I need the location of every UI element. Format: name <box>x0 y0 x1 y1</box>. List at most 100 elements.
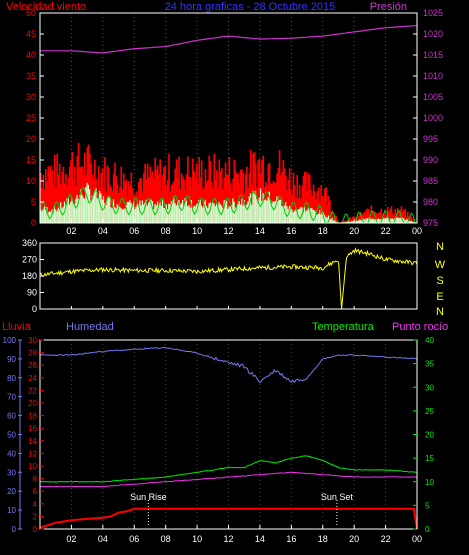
wind-gust-bar <box>168 154 170 223</box>
wind-gust-bar <box>104 157 106 223</box>
wind-gust-bar <box>249 149 252 223</box>
wind-gust-bar <box>401 211 404 223</box>
wind-gust-bar <box>354 217 356 223</box>
wind-calm-bar <box>53 205 56 223</box>
wind-calm-bar <box>347 221 350 223</box>
humidity-x-tick-label: 08 <box>161 534 171 544</box>
wind-calm-bar <box>192 208 194 223</box>
wind-calm-bar <box>306 209 309 223</box>
wind-gust-bar <box>413 219 415 223</box>
wind-calm-bar <box>228 206 231 223</box>
wind-gust-bar <box>115 176 118 223</box>
wind-calm-bar <box>405 219 408 223</box>
wind-gust-bar <box>121 189 124 223</box>
wind-calm-bar <box>209 202 212 223</box>
wind-calm-bar <box>317 213 320 223</box>
wind-gust-bar <box>110 187 113 223</box>
wind-gust-bar <box>154 157 157 223</box>
wind-calm-bar <box>404 220 407 223</box>
temperature-line <box>39 455 418 483</box>
wind-gust-bar <box>349 217 351 223</box>
wind-gust-bar <box>285 175 287 223</box>
wind-calm-bar <box>361 219 364 223</box>
wind-calm-bar <box>257 202 260 223</box>
wind-calm-bar <box>148 202 150 223</box>
temperature-tick-label: 25 <box>425 407 434 416</box>
wind-gust-bar <box>146 163 149 223</box>
wind-tick-label: 35 <box>26 71 36 81</box>
wind-gust-bar <box>218 159 221 223</box>
wind-calm-bar <box>318 209 321 223</box>
wind-calm-bar <box>114 207 116 223</box>
humidity-x-tick-label: 12 <box>223 534 233 544</box>
wind-calm-bar <box>89 189 91 223</box>
wind-calm-bar <box>316 214 319 223</box>
wind-gust-bar <box>398 211 400 223</box>
rain-tick-label: 14 <box>28 437 37 446</box>
direction-tick-label: 180 <box>22 271 37 281</box>
wind-gust-bar <box>48 172 51 223</box>
wind-gust-bar <box>156 165 159 223</box>
wind-gust-bar <box>326 204 329 223</box>
wind-calm-bar <box>305 211 307 223</box>
wind-gust-bar <box>325 187 327 223</box>
wind-gust-bar <box>380 208 383 223</box>
wind-gust-bar <box>65 174 67 223</box>
pressure-tick-label: 1005 <box>423 92 443 102</box>
wind-calm-bar <box>386 217 389 223</box>
wind-gust-bar <box>71 152 74 223</box>
wind-tick-label: 0 <box>31 218 36 228</box>
wind-gust-bar <box>350 219 353 223</box>
wind-calm-bar <box>145 199 148 223</box>
humidity-tick-label: 10 <box>7 506 16 515</box>
wind-calm-bar <box>258 197 261 223</box>
wind-gust-bar <box>298 184 301 223</box>
wind-gust-bar <box>81 166 84 223</box>
wind-calm-bar <box>155 205 158 223</box>
wind-gust-bar <box>198 157 200 223</box>
wind-gust-bar <box>119 186 121 223</box>
wind-tick-label: 10 <box>26 176 36 186</box>
pressure-label: Presión <box>370 1 407 13</box>
wind-gust-bar <box>334 215 336 223</box>
wind-calm-bar <box>122 208 125 223</box>
wind-calm-bar <box>278 199 281 223</box>
wind-gust-bar <box>144 163 146 223</box>
wind-calm-bar <box>144 202 146 223</box>
wind-calm-bar <box>190 200 193 223</box>
wind-gust-bar <box>207 179 209 223</box>
wind-calm-bar <box>302 212 305 223</box>
wind-gust-bar <box>195 163 198 223</box>
wind-calm-bar <box>409 221 412 223</box>
wind-calm-bar <box>321 211 324 223</box>
wind-calm-bar <box>110 207 113 223</box>
wind-calm-bar <box>296 210 299 223</box>
direction-tick-label: 270 <box>22 255 37 265</box>
wind-gust-bar <box>296 175 299 223</box>
wind-gust-bar <box>73 166 76 223</box>
wind-calm-bar <box>91 195 94 223</box>
wind-calm-bar <box>87 184 90 223</box>
dewpoint-line <box>39 471 418 488</box>
humidity-x-tick-label: 16 <box>286 534 296 544</box>
humidity-tick-label: 100 <box>3 336 17 345</box>
wind-calm-bar <box>171 200 174 223</box>
wind-gust-bar <box>107 167 110 223</box>
wind-calm-bar <box>174 203 177 223</box>
wind-calm-bar <box>43 206 46 223</box>
wind-gust-bar <box>143 172 145 223</box>
wind-gust-bar <box>58 163 61 223</box>
wind-gust-bar <box>389 209 392 223</box>
wind-speed-label: Velocidad viento <box>6 1 86 13</box>
wind-tick-label: 50 <box>26 8 36 18</box>
wind-calm-bar <box>200 205 203 223</box>
wind-gust-bar <box>307 173 310 223</box>
humidity-line <box>39 346 418 384</box>
wind-gust-bar <box>47 166 50 223</box>
wind-gust-bar <box>251 183 253 223</box>
wind-gust-bar <box>163 166 165 223</box>
wind-calm-bar <box>256 199 258 223</box>
wind-calm-bar <box>134 208 136 223</box>
wind-gust-bar <box>310 189 312 223</box>
